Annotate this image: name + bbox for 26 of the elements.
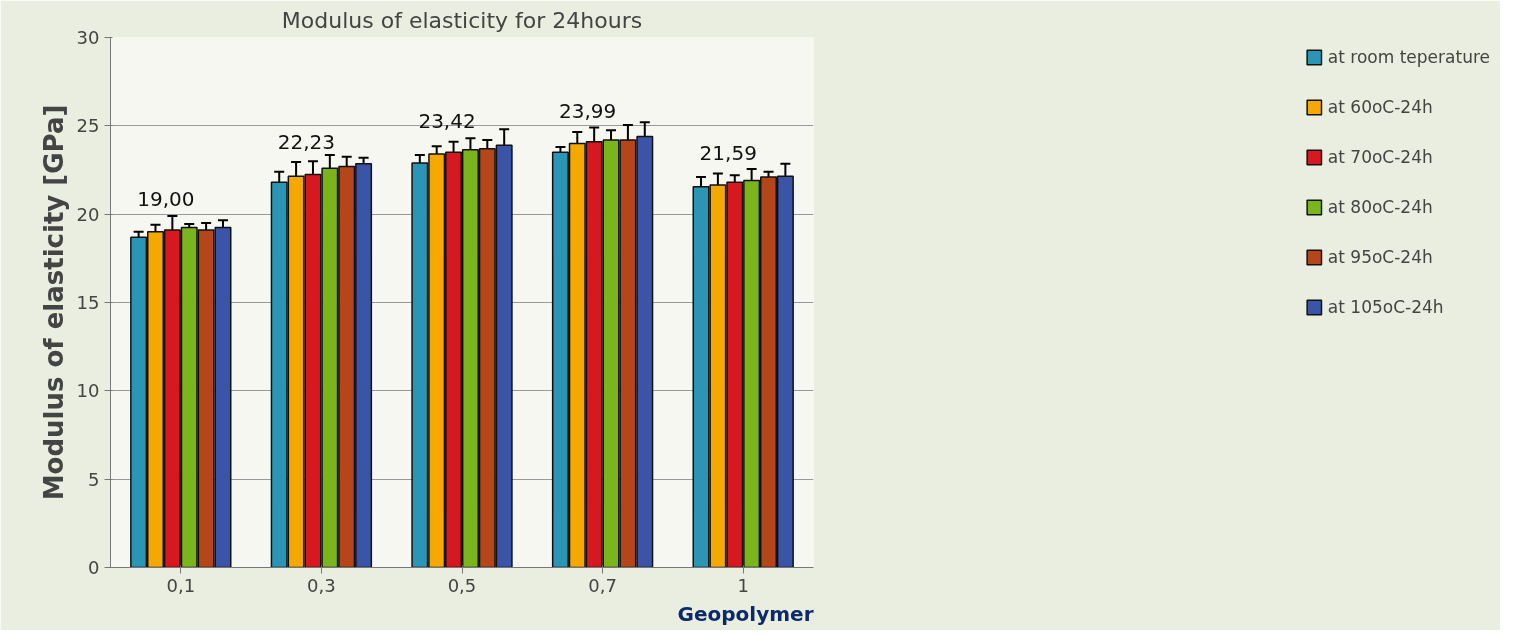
- y-tick-label: 15: [76, 292, 100, 313]
- annotation: 22,23: [277, 129, 336, 154]
- x-tick-label: 0,5: [447, 574, 477, 596]
- legend-label: at 60oC-24h: [1327, 97, 1433, 117]
- chart-title: Modulus of elasticity for 24hours: [281, 7, 643, 33]
- annotation: 23,99: [559, 98, 617, 123]
- legend-label: at 105oC-24h: [1327, 297, 1444, 317]
- y-tick-label: 0: [88, 557, 100, 578]
- x-tick-label: 0,7: [588, 574, 617, 596]
- legend-label: at 70oC-24h: [1327, 147, 1433, 167]
- legend-label: at 80oC-24h: [1327, 197, 1433, 217]
- y-tick-label: 5: [88, 468, 100, 490]
- annotation: 21,59: [699, 141, 757, 166]
- x-tick-label: 0,3: [307, 574, 336, 596]
- x-tick-label: 0,1: [166, 574, 196, 596]
- y-tick-label: 20: [76, 203, 100, 225]
- y-axis-title: Modulus of elasticity [GPa]: [38, 104, 69, 501]
- annotation: 23,42: [418, 108, 476, 133]
- y-tick-label: 25: [76, 115, 100, 137]
- legend-label: at room teperature: [1327, 47, 1490, 67]
- text: Geopolymer: [677, 601, 814, 626]
- y-tick-label: 10: [76, 380, 100, 402]
- annotation: 19,00: [137, 186, 195, 211]
- x-tick-label: 1: [737, 574, 749, 596]
- y-tick-label: 30: [76, 27, 100, 48]
- legend-label: at 95oC-24h: [1327, 247, 1433, 267]
